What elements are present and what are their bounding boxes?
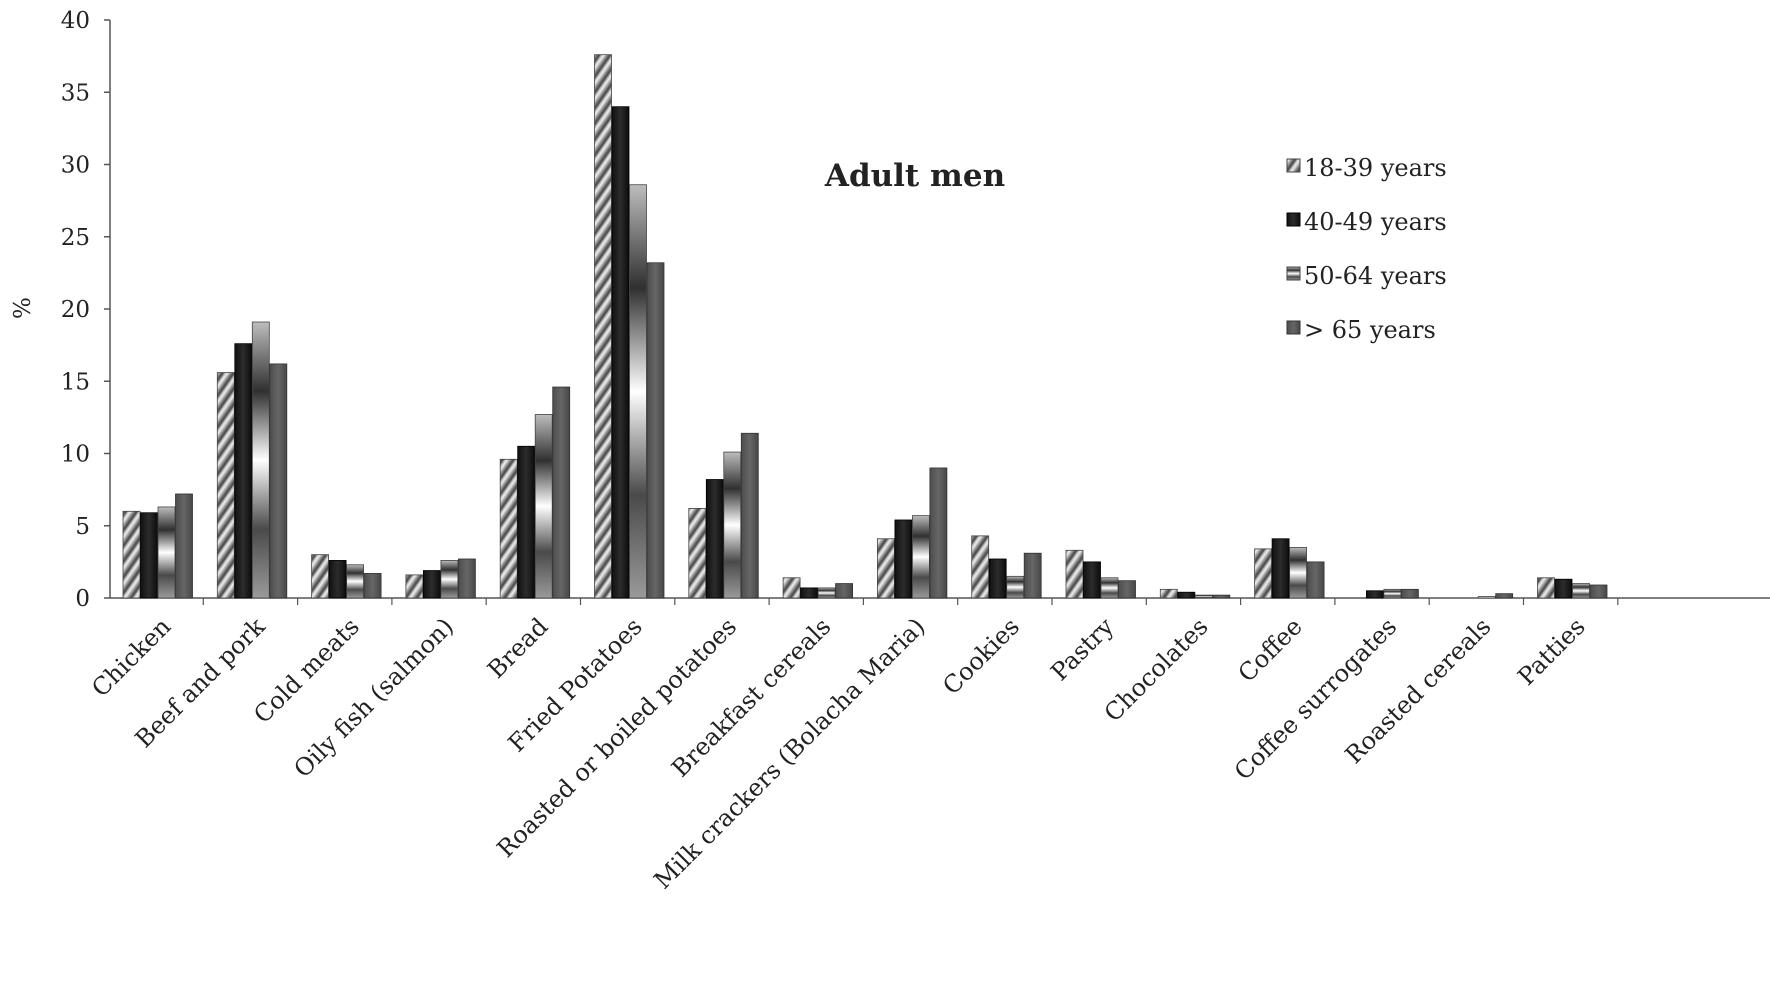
y-tick-label: 35 — [61, 80, 90, 106]
bar — [1537, 577, 1555, 599]
bar — [1083, 561, 1101, 599]
bar — [782, 577, 801, 599]
bar — [234, 343, 253, 599]
bar — [1159, 588, 1178, 599]
bars — [122, 54, 1608, 599]
bar — [894, 519, 913, 599]
bar — [912, 515, 930, 599]
bar — [929, 467, 948, 599]
y-tick-label: 5 — [75, 514, 90, 540]
legend-swatch — [1286, 212, 1301, 227]
x-tick-label: Patties — [1512, 612, 1590, 690]
x-tick-label: Cookies — [937, 612, 1025, 700]
legend-label: 50-64 years — [1304, 262, 1447, 290]
bar — [1100, 577, 1119, 599]
bar — [1177, 591, 1196, 599]
bar — [971, 535, 990, 599]
bar — [1194, 594, 1213, 599]
bar — [251, 321, 270, 599]
x-tick-label: Breakfast cereals — [666, 612, 836, 782]
y-ticks: 0 5 10 15 20 25 30 35 40 — [61, 8, 110, 612]
bar — [1366, 590, 1384, 599]
y-tick-label: 30 — [61, 153, 90, 179]
bar — [269, 363, 288, 599]
y-tick-label: 15 — [61, 369, 90, 395]
x-tick-label: Oily fish (salmon) — [288, 612, 459, 783]
bar — [1118, 580, 1136, 599]
bar — [629, 184, 647, 599]
bar — [1254, 548, 1272, 599]
bar — [611, 106, 630, 599]
bar — [346, 564, 365, 599]
bar — [122, 510, 141, 599]
bar — [157, 506, 176, 599]
bar — [817, 587, 836, 599]
legend: 18-39 years 40-49 years 50-64 years > 65 ye… — [1286, 154, 1447, 344]
y-tick-label: 25 — [61, 225, 90, 251]
bar — [705, 479, 724, 599]
bar — [1289, 547, 1307, 599]
bar — [422, 570, 441, 599]
x-tick-label: Bread — [482, 612, 553, 683]
bar — [646, 262, 665, 599]
bar — [1006, 575, 1025, 599]
bar — [877, 538, 895, 599]
legend-label: > 65 years — [1304, 316, 1436, 344]
bar — [688, 508, 707, 599]
y-tick-label: 20 — [61, 297, 90, 323]
bar — [835, 583, 853, 599]
legend-label: 40-49 years — [1304, 208, 1447, 236]
bar — [740, 432, 759, 599]
bar — [723, 451, 742, 599]
x-tick-label: Coffee — [1233, 612, 1308, 687]
bar — [1023, 552, 1042, 599]
x-ticks — [202, 598, 1619, 605]
chart-title: Adult men — [824, 158, 1005, 194]
bar — [1554, 578, 1573, 599]
bar — [140, 512, 158, 599]
bar — [1383, 588, 1402, 599]
legend-label: 18-39 years — [1304, 154, 1447, 182]
bar — [988, 558, 1007, 599]
bar — [1477, 596, 1496, 599]
bar — [1212, 594, 1231, 599]
bar — [1572, 583, 1590, 599]
bar — [216, 372, 235, 599]
bar — [534, 414, 553, 599]
bar — [440, 560, 459, 599]
legend-swatch — [1286, 266, 1301, 281]
bar — [328, 560, 347, 599]
bar — [594, 54, 612, 599]
bar — [1495, 593, 1514, 599]
bar — [1589, 584, 1608, 599]
bar — [311, 554, 330, 599]
y-tick-label: 0 — [75, 586, 90, 612]
x-tick-label: Pastry — [1045, 612, 1119, 686]
x-tick-label: Chicken — [86, 612, 176, 702]
bar — [1271, 538, 1290, 599]
bar — [1401, 588, 1419, 599]
bar — [800, 587, 818, 599]
bar — [517, 445, 536, 599]
bar — [499, 458, 518, 599]
bar — [175, 493, 193, 599]
bar — [1306, 561, 1325, 599]
x-tick-label: Coffee surrogates — [1229, 612, 1402, 785]
y-tick-label: 10 — [61, 442, 90, 468]
bar — [552, 386, 571, 599]
bar — [405, 574, 424, 599]
bar — [457, 558, 476, 599]
y-axis-label: % — [10, 297, 36, 319]
bar — [363, 573, 382, 599]
legend-swatch — [1286, 158, 1301, 173]
legend-swatch — [1286, 320, 1301, 335]
bar — [1065, 549, 1084, 599]
y-tick-label: 40 — [61, 8, 90, 34]
